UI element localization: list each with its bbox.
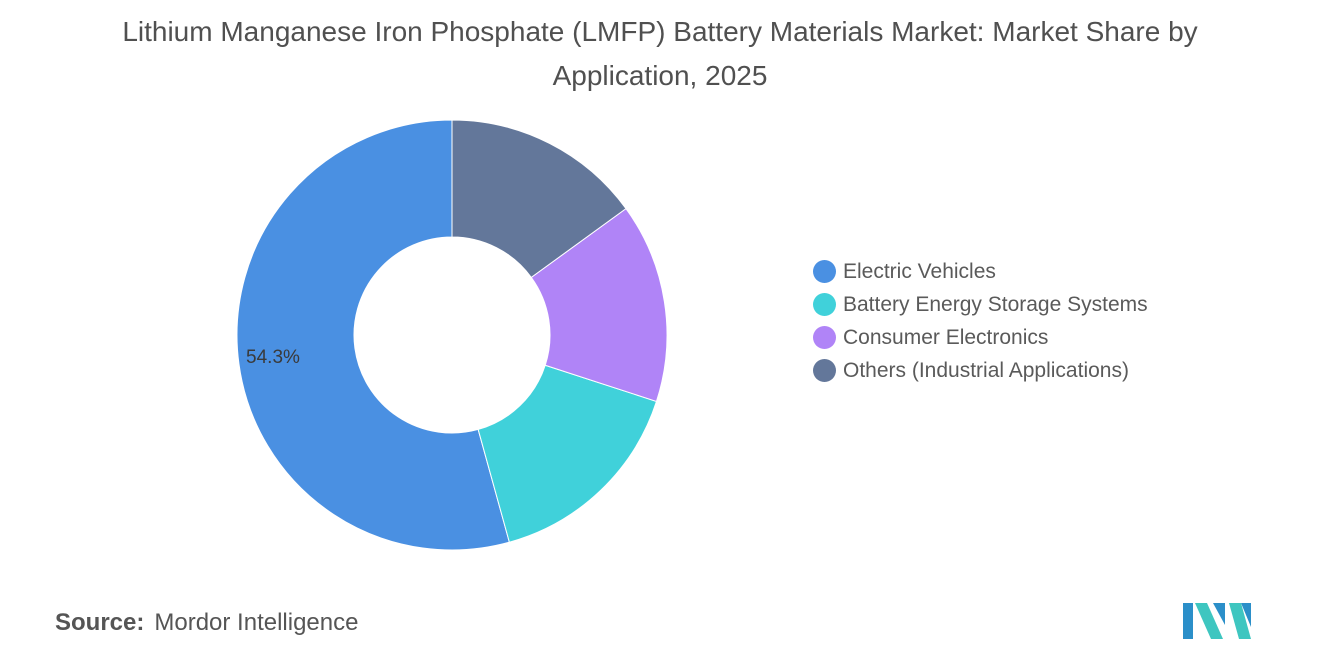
legend-item-electric-vehicles: Electric Vehicles [813, 255, 1148, 288]
mordor-logo-icon [1183, 603, 1251, 639]
slice-others-industrial-applications [451, 119, 627, 279]
legend-swatch [813, 359, 836, 382]
legend-label: Consumer Electronics [843, 325, 1049, 349]
legend-item-battery-energy-storage-systems: Battery Energy Storage Systems [813, 288, 1148, 321]
legend-swatch [813, 260, 836, 283]
legend-label: Battery Energy Storage Systems [843, 292, 1148, 316]
slice-electric-vehicles [236, 119, 510, 551]
legend-swatch [813, 293, 836, 316]
slice-battery-energy-storage-systems [477, 364, 658, 543]
chart-legend: Electric Vehicles Battery Energy Storage … [813, 255, 1148, 387]
chart-title: Lithium Manganese Iron Phosphate (LMFP) … [122, 16, 1198, 91]
source-label: Source: [55, 609, 145, 636]
source-note: Source: Mordor Intelligence [55, 609, 358, 637]
legend-swatch [813, 326, 836, 349]
source-text: Mordor Intelligence [154, 609, 359, 636]
legend-label: Electric Vehicles [843, 259, 996, 283]
data-label-electric-vehicles: 54.3% [246, 347, 300, 368]
legend-label: Others (Industrial Applications) [843, 358, 1129, 382]
legend-item-others-industrial-applications: Others (Industrial Applications) [813, 354, 1148, 387]
legend-item-consumer-electronics: Consumer Electronics [813, 321, 1148, 354]
slice-consumer-electronics [530, 207, 668, 403]
